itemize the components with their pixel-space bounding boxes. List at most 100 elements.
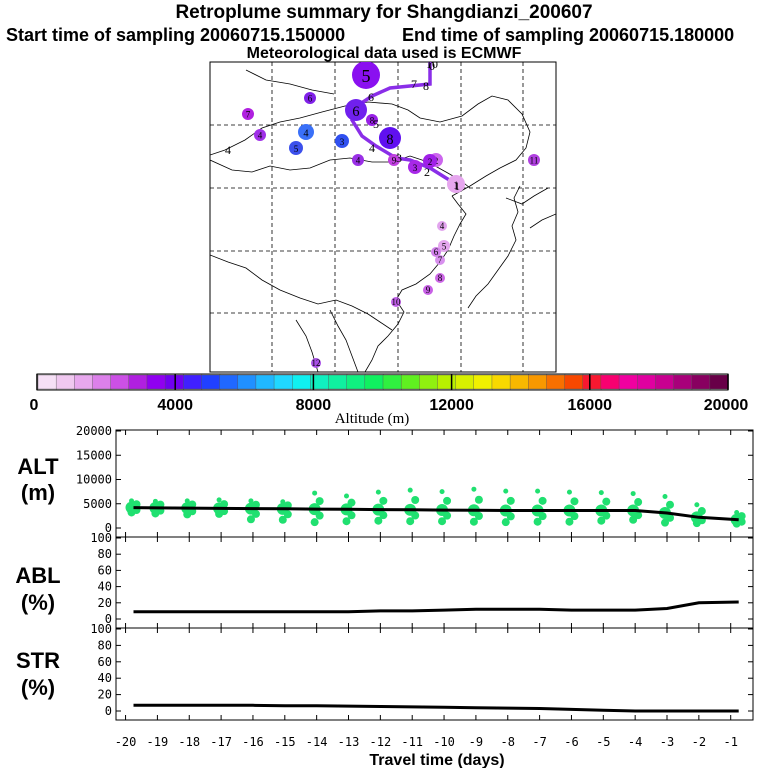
map-marker [289,141,303,155]
map-marker [242,108,254,120]
track-label: 2 [424,165,430,179]
panel-name: ABL [15,563,60,588]
x-tick-label: -15 [274,735,296,749]
y-tick-label: 60 [98,563,112,577]
altitude-point [406,517,415,526]
altitude-point [471,486,477,492]
altitude-point [506,496,515,505]
colorbar-cell [146,374,166,390]
map-marker-label: 11 [530,155,539,165]
map-marker [431,247,441,257]
altitude-point [661,518,670,527]
map-marker [437,221,447,231]
altitude-point [411,495,420,504]
x-tick-label: -6 [564,735,578,749]
panel-frame [115,536,754,629]
map-marker-label: 1 [453,179,459,192]
map-marker [379,127,401,149]
altitude-point [734,509,740,515]
map-marker [352,154,364,166]
panel-alt: ALT(m) 20000 15000 10000 5000 0 [17,424,754,538]
x-tick-label: -5 [596,735,610,749]
panel-abl: ABL(%) 100 80 60 40 20 0 [15,531,754,629]
colorbar-cell [709,374,729,390]
altitude-point [570,497,579,506]
colorbar-cell [92,374,112,390]
colorbar-cell [455,374,475,390]
altitude-point [737,512,746,521]
altitude-point [246,515,255,524]
altitude-point [535,488,541,494]
colorbar-cell [382,374,402,390]
track-label: 1 [454,179,460,193]
y-tick-label: 40 [98,580,112,594]
map-gridlines [210,62,556,372]
colorbar-cell [164,374,184,390]
colorbar-cells [37,374,729,390]
map-marker-label: 5 [294,144,299,154]
map-marker [391,297,401,307]
x-tick-label: -11 [401,735,423,749]
x-tick-label: -17 [210,735,232,749]
altitude-point [278,515,287,524]
altitude-point [315,497,324,506]
map-marker [388,154,400,166]
altitude-point [630,491,636,497]
series-line [133,703,739,713]
altitude-point [438,517,447,526]
altitude-point [533,517,542,526]
y-tick-label: 5000 [83,497,112,511]
panel-str: STR(%) 100 80 60 40 20 0 [16,622,754,721]
colorbar-cell [546,374,566,390]
map-marker [311,358,321,368]
colorbar-cell [328,374,348,390]
x-axis: -20 -19 -18 -17 -16 -15 -14 -13 -12 -11 -10 -9 -8 -7 -… [115,735,738,768]
altitude-point [443,496,452,505]
map-marker-label: 6 [352,104,359,120]
altitude-point [503,488,509,494]
y-tick-label: 0 [105,612,112,626]
track-label: 6 [368,90,374,104]
track-label: 0 [429,59,435,73]
map-marker-label: 4 [440,221,445,231]
map-marker [352,62,380,89]
map: 1245678910111223456476835489 01234567810… [209,59,557,373]
altitude-point [280,499,286,505]
y-tick-label: 15000 [76,448,112,462]
panel-unit: (m) [21,480,55,505]
y-tick-label: 0 [105,521,112,535]
colorbar-cell [528,374,548,390]
map-marker [447,175,465,193]
colorbar-cell [237,374,257,390]
x-tick-label: -3 [660,735,674,749]
y-tick-label: 80 [98,547,112,561]
colorbar-cell [183,374,203,390]
map-marker [438,240,450,252]
map-marker-label: 2 [428,157,433,167]
colorbar-cell [110,374,130,390]
x-tick-label: -14 [306,735,328,749]
map-marker [298,124,314,140]
altitude-point [634,498,643,507]
altitude-point [666,500,675,509]
altitude-point [565,517,574,526]
altitude-point [374,516,383,525]
x-tick-label: -13 [338,735,360,749]
colorbar-tick-label: 20000 [704,397,749,414]
map-marker-label: 7 [246,109,251,119]
y-tick-label: 20 [98,596,112,610]
colorbar-cell [491,374,511,390]
y-tick-label: 60 [98,655,112,669]
colorbar-tick-label: 16000 [568,397,613,414]
altitude-point [566,489,572,495]
altitude-point [469,517,478,526]
x-axis-label: Travel time (days) [369,752,504,768]
altitude-point [342,517,351,526]
x-tick-label: -12 [370,735,392,749]
panel-name: ALT [17,454,59,479]
colorbar-tick-label: 12000 [429,397,474,414]
chart-title: Retroplume summary for Shangdianzi_20060… [175,2,593,23]
y-tick-label: 40 [98,671,112,685]
map-marker [335,134,349,148]
track-label: 5 [373,117,379,131]
